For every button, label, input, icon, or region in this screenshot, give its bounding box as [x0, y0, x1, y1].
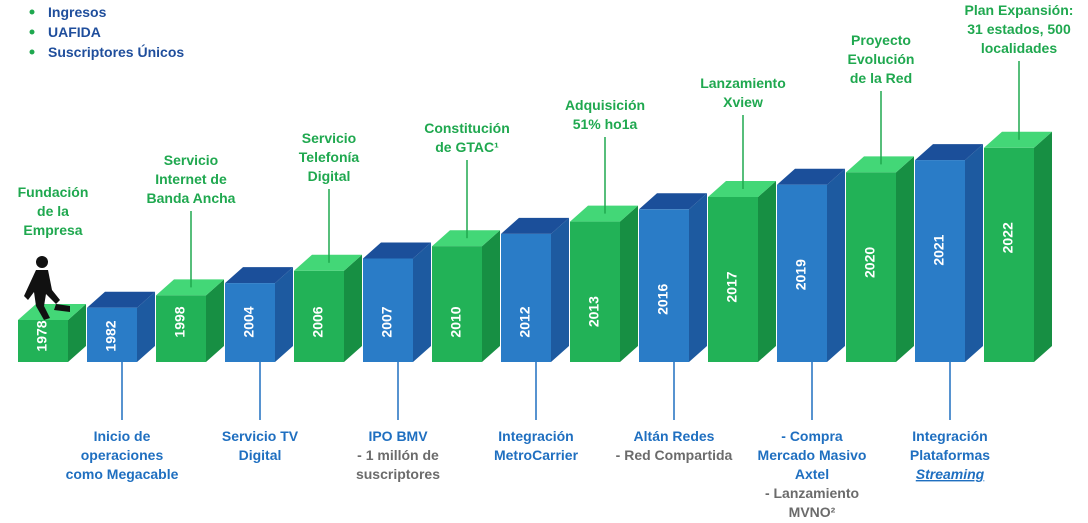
block-year: 2004	[241, 306, 257, 337]
block-year: 2022	[1000, 222, 1016, 253]
block-year: 1982	[103, 320, 119, 351]
block-year: 2006	[310, 306, 326, 337]
milestone-note: suscriptores	[356, 466, 440, 482]
milestone-label: 51% ho1a	[573, 116, 638, 132]
block-front	[984, 148, 1034, 362]
block: 2013	[570, 206, 638, 362]
milestone-label: Axtel	[795, 466, 829, 482]
milestone-note: - Lanzamiento	[765, 485, 859, 501]
block: 2006	[294, 255, 362, 362]
legend: Ingresos UAFIDA Suscriptores Únicos	[30, 4, 185, 60]
block: 2019	[777, 169, 845, 362]
block: 2007	[363, 243, 431, 363]
block-year: 2007	[379, 306, 395, 337]
milestone-label: Internet de	[155, 171, 227, 187]
block-year: 2017	[724, 271, 740, 302]
block-side	[344, 255, 362, 362]
milestone-label: Servicio TV	[222, 428, 299, 444]
block-side	[827, 169, 845, 362]
block: 1982	[87, 292, 155, 362]
legend-bullet	[30, 10, 35, 15]
milestone-label: Altán Redes	[634, 428, 715, 444]
milestone-label: localidades	[981, 40, 1057, 56]
block: 2012	[501, 218, 569, 362]
block-year: 2013	[586, 296, 602, 327]
block: 1998	[156, 279, 224, 362]
milestone-label: MetroCarrier	[494, 447, 579, 463]
legend-item: Ingresos	[48, 4, 107, 20]
milestone-label: como Megacable	[66, 466, 179, 482]
block: 1978	[18, 304, 86, 362]
milestone-label: 31 estados, 500	[967, 21, 1071, 37]
block-side	[413, 243, 431, 363]
block-side	[896, 156, 914, 362]
legend-bullet	[30, 30, 35, 35]
milestone-label: Constitución	[424, 120, 510, 136]
milestone-label: Telefonía	[299, 149, 360, 165]
milestone-note: MVNO²	[789, 504, 836, 520]
milestone-label: de la	[37, 203, 69, 219]
milestone-label: Mercado Masivo	[758, 447, 867, 463]
milestone-label: Xview	[723, 94, 763, 110]
block-year: 2010	[448, 306, 464, 337]
milestone-label: de la Red	[850, 70, 912, 86]
block: 2022	[984, 132, 1052, 362]
block-front	[570, 222, 620, 362]
block-year: 2019	[793, 259, 809, 290]
milestone-label: Plan Expansión:	[965, 2, 1074, 18]
milestone-label: Adquisición	[565, 97, 645, 113]
milestone-label: Fundación	[18, 184, 89, 200]
milestone-label: - Compra	[781, 428, 843, 444]
block-year: 2020	[862, 247, 878, 278]
block: 2021	[915, 144, 983, 362]
block-side	[965, 144, 983, 362]
block-side	[620, 206, 638, 362]
milestone-label: Digital	[239, 447, 282, 463]
block-year: 1998	[172, 306, 188, 337]
block-side	[1034, 132, 1052, 362]
milestone-label: Inicio de	[94, 428, 151, 444]
block-side	[758, 181, 776, 362]
legend-item: Suscriptores Únicos	[48, 43, 184, 60]
milestone-label: Integración	[498, 428, 573, 444]
block-year: 1978	[34, 320, 50, 351]
block-year: 2021	[931, 234, 947, 265]
block-side	[551, 218, 569, 362]
block-front	[501, 234, 551, 362]
milestone-label: Digital	[308, 168, 351, 184]
milestone-label: Lanzamiento	[700, 75, 786, 91]
milestone-label: Empresa	[23, 222, 82, 238]
block-side	[482, 230, 500, 362]
block: 2017	[708, 181, 776, 362]
milestone-emphasis: Streaming	[916, 466, 985, 482]
milestone-label: Plataformas	[910, 447, 990, 463]
milestone-label: Servicio	[302, 130, 356, 146]
legend-item: UAFIDA	[48, 24, 101, 40]
milestone-note: - Red Compartida	[616, 447, 733, 463]
block-side	[689, 193, 707, 362]
milestone-label: Banda Ancha	[147, 190, 236, 206]
timeline-infographic: Ingresos UAFIDA Suscriptores Únicos 1978 19…	[0, 0, 1088, 523]
legend-bullet	[30, 50, 35, 55]
milestone-label: de GTAC¹	[435, 139, 499, 155]
block-year: 2012	[517, 306, 533, 337]
milestone-label: Integración	[912, 428, 987, 444]
block-year: 2016	[655, 284, 671, 315]
milestone-label: IPO BMV	[368, 428, 428, 444]
block: 2004	[225, 267, 293, 362]
block-side	[275, 267, 293, 362]
milestone-label: operaciones	[81, 447, 164, 463]
block: 2010	[432, 230, 500, 362]
block-front	[432, 246, 482, 362]
block: 2020	[846, 156, 914, 362]
block: 2016	[639, 193, 707, 362]
milestone-label: Proyecto	[851, 32, 911, 48]
milestone-note: - 1 millón de	[357, 447, 439, 463]
milestone-label: Evolución	[848, 51, 915, 67]
milestone-label: Servicio	[164, 152, 218, 168]
